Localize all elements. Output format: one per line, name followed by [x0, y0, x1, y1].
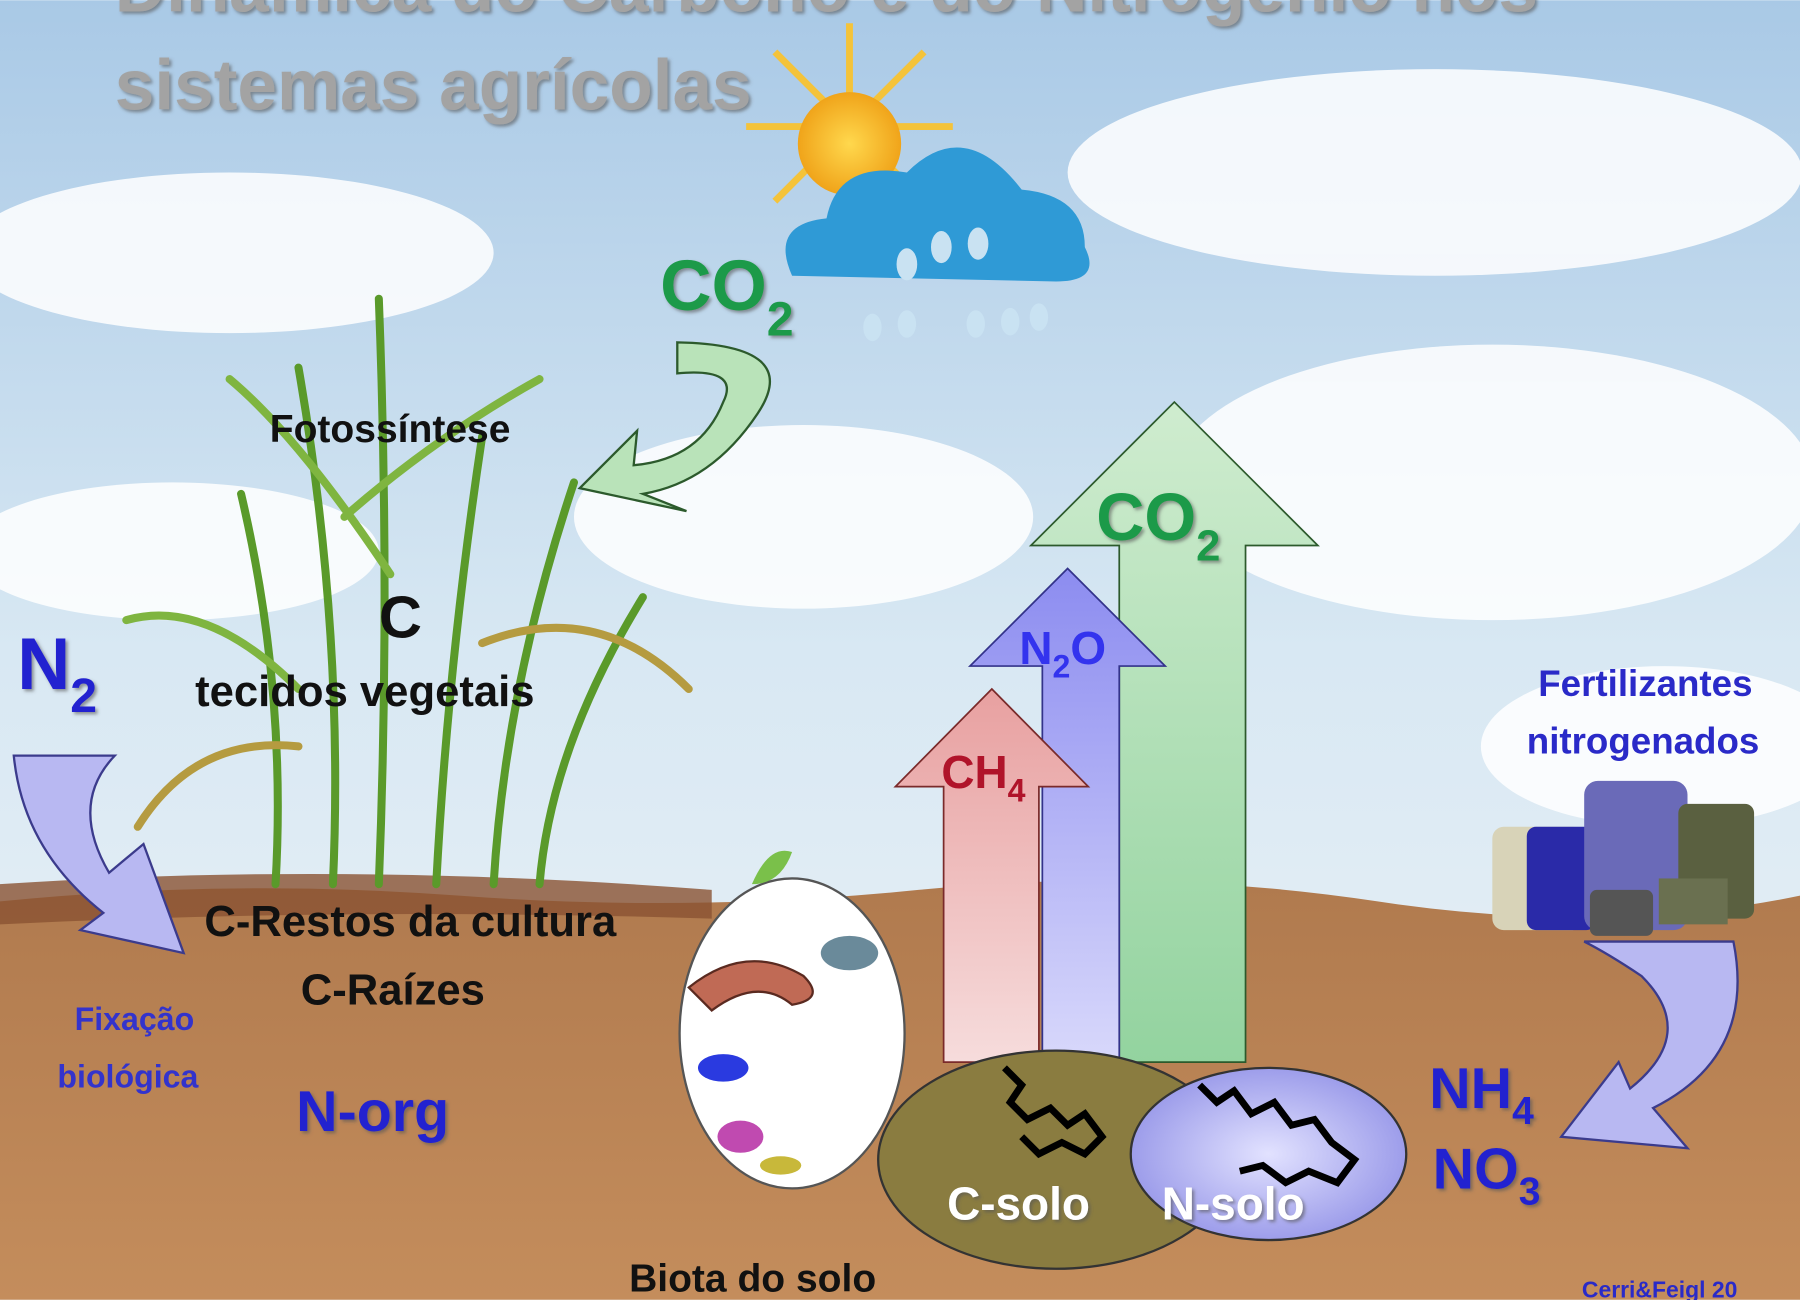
formula-base: CO [660, 247, 767, 326]
label: Biota do solo [629, 1258, 876, 1300]
diagram: Dinâmica do Carbono e do Nitrogênio nos … [0, 0, 1800, 1300]
label: C [379, 583, 422, 650]
biota-oval [680, 878, 905, 1188]
formula-subscript: 4 [1008, 773, 1026, 809]
formula-base: N [1019, 622, 1052, 674]
formula-tail: O [1070, 622, 1106, 674]
label: nitrogenados [1527, 720, 1760, 761]
label: C-solo [947, 1177, 1090, 1229]
label: C-Restos da cultura [204, 898, 617, 946]
formula-base: NO [1433, 1137, 1519, 1201]
formula-base: CO [1096, 481, 1196, 555]
title-line: Dinâmica do Carbono e do Nitrogênio nos [115, 0, 1538, 28]
label: N-org [296, 1080, 449, 1144]
formula-base: CH [941, 746, 1007, 798]
formula-subscript: 2 [1053, 649, 1071, 685]
label: biológica [57, 1058, 199, 1094]
label: Fertilizantes [1538, 663, 1752, 704]
label: tecidos vegetais [195, 668, 534, 716]
label: Fotossíntese [270, 408, 511, 451]
formula-subscript: 3 [1519, 1170, 1541, 1213]
formula-subscript: 2 [70, 669, 97, 723]
title-line: sistemas agrícolas [115, 46, 752, 125]
label: Fixação [75, 1001, 195, 1037]
credit: Cerri&Feigl 20 [1582, 1276, 1738, 1300]
page: Dinâmica do Carbono e do Nitrogênio nos … [0, 0, 1800, 1300]
label: C-Raízes [301, 967, 485, 1015]
formula-subscript: 2 [767, 292, 794, 346]
formula-subscript: 4 [1512, 1090, 1534, 1133]
formula-base: NH [1429, 1057, 1512, 1121]
formula-base: N [17, 622, 70, 705]
label: N-solo [1162, 1177, 1305, 1229]
formula-subscript: 2 [1196, 522, 1220, 570]
